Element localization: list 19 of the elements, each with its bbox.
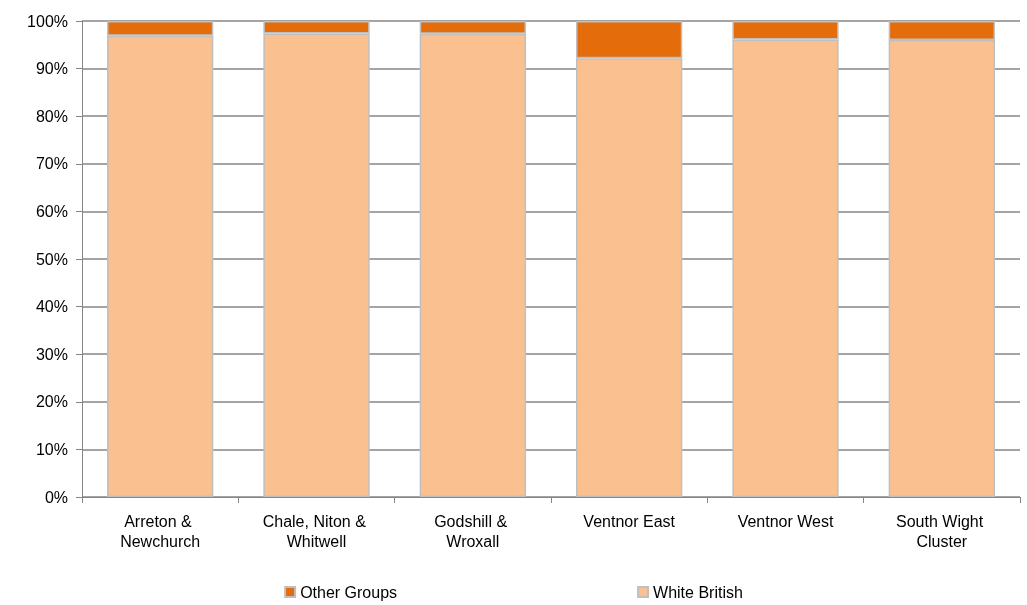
x-tick-label: Arreton & Newchurch	[120, 512, 201, 550]
y-tick-label: 50%	[35, 250, 68, 268]
x-tick-label: Godshill & Wroxall	[434, 512, 512, 550]
x-tick-label: South Wight Cluster	[896, 512, 988, 550]
y-tick-label: 20%	[35, 393, 68, 411]
legend-label: White British	[653, 583, 743, 601]
y-tick-label: 90%	[35, 60, 68, 78]
y-tick-label: 60%	[35, 202, 68, 220]
y-tick-label: 80%	[35, 107, 68, 125]
y-tick-label: 70%	[35, 155, 68, 173]
x-tick-label: Ventnor East	[583, 512, 676, 530]
y-tick-label: 40%	[35, 298, 68, 316]
y-tick-label: 30%	[35, 345, 68, 363]
y-tick-label: 0%	[44, 488, 68, 506]
legend-label: Other Groups	[300, 583, 398, 601]
y-tick-label: 100%	[27, 12, 68, 30]
x-tick-label: Chale, Niton & Whitwell	[262, 512, 371, 550]
y-tick-label: 10%	[35, 440, 68, 458]
x-tick-label: Ventnor West	[737, 512, 834, 530]
